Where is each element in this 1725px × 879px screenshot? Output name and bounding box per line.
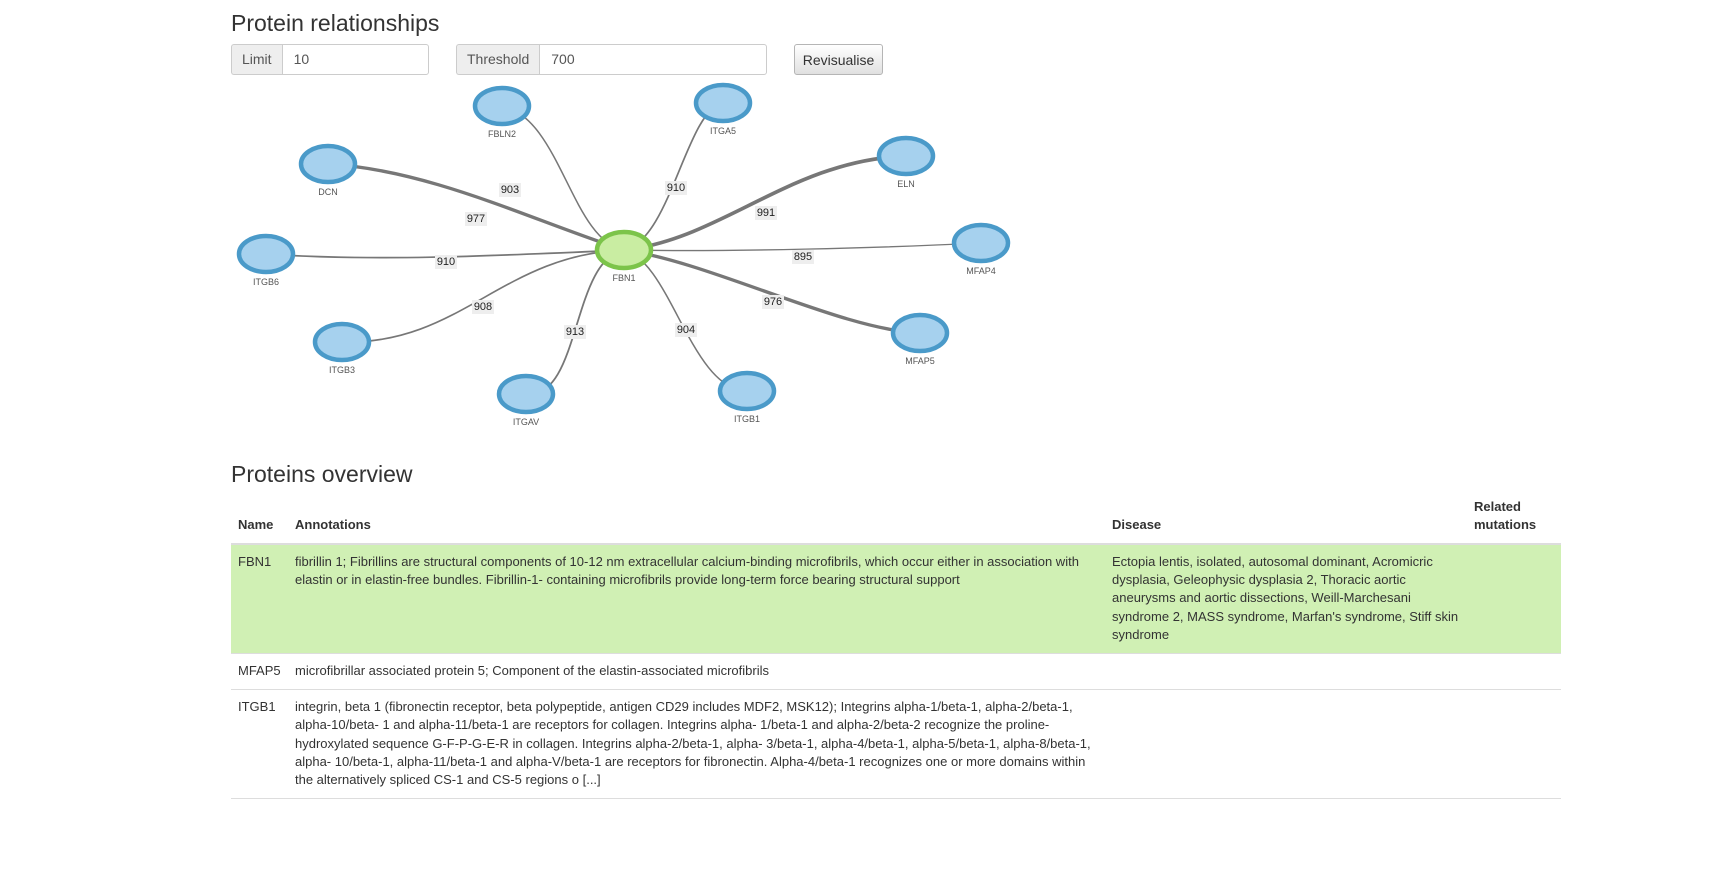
cell-mutations [1467, 689, 1561, 800]
node-dcn[interactable]: DCN [298, 143, 358, 197]
cell-disease [1105, 653, 1467, 691]
edge-score-eln: 991 [757, 207, 775, 219]
table-row-fbn1[interactable]: FBN1 fibrillin 1; Fibrillins are structu… [231, 544, 1561, 655]
limit-input-group: Limit 10 [231, 44, 429, 75]
node-dcn-label: DCN [318, 187, 338, 197]
edge-score-background [564, 325, 586, 339]
node-itga5-label: ITGA5 [710, 126, 736, 136]
threshold-input[interactable]: 700 [539, 44, 767, 75]
node-fbln2-label: FBLN2 [488, 129, 516, 139]
node-itgb3-label: ITGB3 [329, 365, 355, 375]
edge-score-dcn: 977 [467, 213, 485, 225]
node-itgb6-label: ITGB6 [253, 277, 279, 287]
table-row-mfap5[interactable]: MFAP5 microfibrillar associated protein … [231, 653, 1561, 691]
relationships-title: Protein relationships [231, 10, 440, 36]
edge-score-background [435, 255, 457, 269]
node-mfap5-label: MFAP5 [905, 356, 935, 366]
edge-fbn1-dcn [327, 162, 625, 252]
node-itga5-circle[interactable] [693, 82, 753, 124]
header-disease[interactable]: Disease [1105, 498, 1467, 545]
limit-input[interactable]: 10 [281, 44, 429, 75]
node-itgb1-label: ITGB1 [734, 414, 760, 424]
node-itgav[interactable]: ITGAV [496, 373, 556, 427]
edge-fbn1-itgb1 [623, 249, 748, 392]
node-mfap4[interactable]: MFAP4 [951, 222, 1011, 276]
table-row-itgb1[interactable]: ITGB1 integrin, beta 1 (fibronectin rece… [231, 689, 1561, 800]
edge-score-background [675, 323, 697, 337]
edges-layer: 903 910 977 991 910 895 908 976 913 904 [265, 102, 982, 395]
node-mfap5[interactable]: MFAP5 [890, 312, 950, 366]
edge-score-background [762, 295, 784, 309]
node-mfap4-label: MFAP4 [966, 266, 996, 276]
graph-controls: Limit 10 Threshold 700 Revisualise [231, 44, 931, 75]
edge-fbn1-itgb3 [341, 249, 625, 343]
node-eln[interactable]: ELN [876, 135, 936, 189]
cell-annotations: fibrillin 1; Fibrillins are structural c… [288, 544, 1105, 655]
node-itgb1[interactable]: ITGB1 [717, 370, 777, 424]
edge-score-background [472, 300, 494, 314]
proteins-table: Name Annotations Disease Related mutatio… [231, 498, 1561, 800]
node-itgb6-circle[interactable] [236, 233, 296, 275]
revisualise-button[interactable]: Revisualise [794, 44, 883, 75]
edge-score-background [499, 183, 521, 197]
node-fbn1-label: FBN1 [612, 273, 635, 283]
node-fbn1[interactable]: FBN1 [594, 229, 654, 283]
edge-score-itgav: 913 [566, 326, 584, 338]
node-itgb6[interactable]: ITGB6 [236, 233, 296, 287]
edge-score-background [665, 181, 687, 195]
protein-network-graph[interactable]: 903 910 977 991 910 895 908 976 913 904 FBLN2 ITGA… [231, 0, 1561, 460]
node-itgav-label: ITGAV [513, 417, 539, 427]
cell-disease [1105, 689, 1467, 800]
node-eln-circle[interactable] [876, 135, 936, 177]
overview-title: Proteins overview [231, 461, 413, 487]
edge-score-mfap4: 895 [794, 251, 812, 263]
node-fbln2[interactable]: FBLN2 [472, 85, 532, 139]
edge-score-background [465, 212, 487, 226]
header-annotations[interactable]: Annotations [288, 498, 1105, 545]
cell-name: MFAP5 [231, 653, 288, 691]
edge-score-itgb1: 904 [677, 324, 695, 336]
cell-disease: Ectopia lentis, isolated, autosomal domi… [1105, 544, 1467, 655]
node-eln-label: ELN [897, 179, 915, 189]
edge-score-itga5: 910 [667, 182, 685, 194]
node-mfap5-circle[interactable] [890, 312, 950, 354]
edge-score-itgb3: 908 [474, 301, 492, 313]
cell-annotations: microfibrillar associated protein 5; Com… [288, 653, 1105, 691]
edge-fbn1-mfap4 [623, 242, 982, 252]
node-fbln2-circle[interactable] [472, 85, 532, 127]
threshold-label: Threshold [456, 44, 540, 75]
node-itgav-circle[interactable] [496, 373, 556, 415]
edge-score-background [755, 206, 777, 220]
cell-mutations [1467, 653, 1561, 691]
table-header-row: Name Annotations Disease Related mutatio… [231, 498, 1561, 545]
nodes-layer: FBLN2 ITGA5 DCN ELN ITGB6 MFAP4 ITGB3 MFAP5 ITGA… [236, 82, 1011, 427]
cell-name: FBN1 [231, 544, 288, 655]
node-itga5[interactable]: ITGA5 [693, 82, 753, 136]
node-itgb3[interactable]: ITGB3 [312, 321, 372, 375]
node-fbn1-circle[interactable] [594, 229, 654, 271]
edge-fbn1-itga5 [623, 102, 724, 251]
node-dcn-circle[interactable] [298, 143, 358, 185]
edge-fbn1-mfap5 [623, 248, 921, 335]
edge-fbn1-itgav [525, 249, 625, 395]
header-related-mutations-label: Related mutations [1474, 499, 1537, 532]
cell-annotations: integrin, beta 1 (fibronectin receptor, … [288, 689, 1105, 800]
edge-score-background [792, 250, 814, 264]
threshold-input-group: Threshold 700 [456, 44, 767, 75]
node-itgb3-circle[interactable] [312, 321, 372, 363]
edge-fbn1-eln [623, 154, 907, 252]
limit-label: Limit [231, 44, 282, 75]
node-itgb1-circle[interactable] [717, 370, 777, 412]
header-name[interactable]: Name [231, 498, 288, 545]
cell-name: ITGB1 [231, 689, 288, 800]
node-mfap4-circle[interactable] [951, 222, 1011, 264]
cell-mutations [1467, 544, 1561, 655]
header-related-mutations[interactable]: Related mutations [1467, 498, 1561, 545]
edge-score-fbln2: 903 [501, 184, 519, 196]
edge-score-itgb6: 910 [437, 256, 455, 268]
edge-score-mfap5: 976 [764, 296, 782, 308]
